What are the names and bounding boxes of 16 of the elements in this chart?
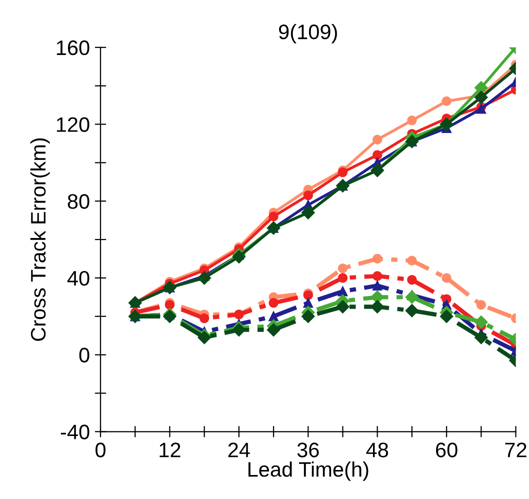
x-axis-title: Lead Time(h) — [248, 461, 368, 481]
y-tick-label: -40 — [60, 424, 90, 440]
x-tick-label: 36 — [297, 442, 319, 458]
y-tick-label: 120 — [56, 117, 90, 132]
x-tick-label: 24 — [228, 442, 250, 458]
x-tick-label: 0 — [96, 442, 106, 458]
y-tick-label: 80 — [68, 194, 90, 209]
x-tick-label: 60 — [436, 442, 458, 458]
y-axis-title: Cross Track Error(km) — [30, 138, 50, 341]
x-tick-label: 12 — [160, 442, 180, 458]
y-tick-label: 160 — [56, 40, 90, 56]
y-tick-label: 40 — [67, 270, 90, 286]
x-tick-label: 72 — [505, 442, 526, 458]
x-tick-label: 48 — [366, 442, 388, 458]
y-tick-label: 0 — [79, 348, 90, 363]
chart-title: 9(109) — [279, 24, 337, 44]
